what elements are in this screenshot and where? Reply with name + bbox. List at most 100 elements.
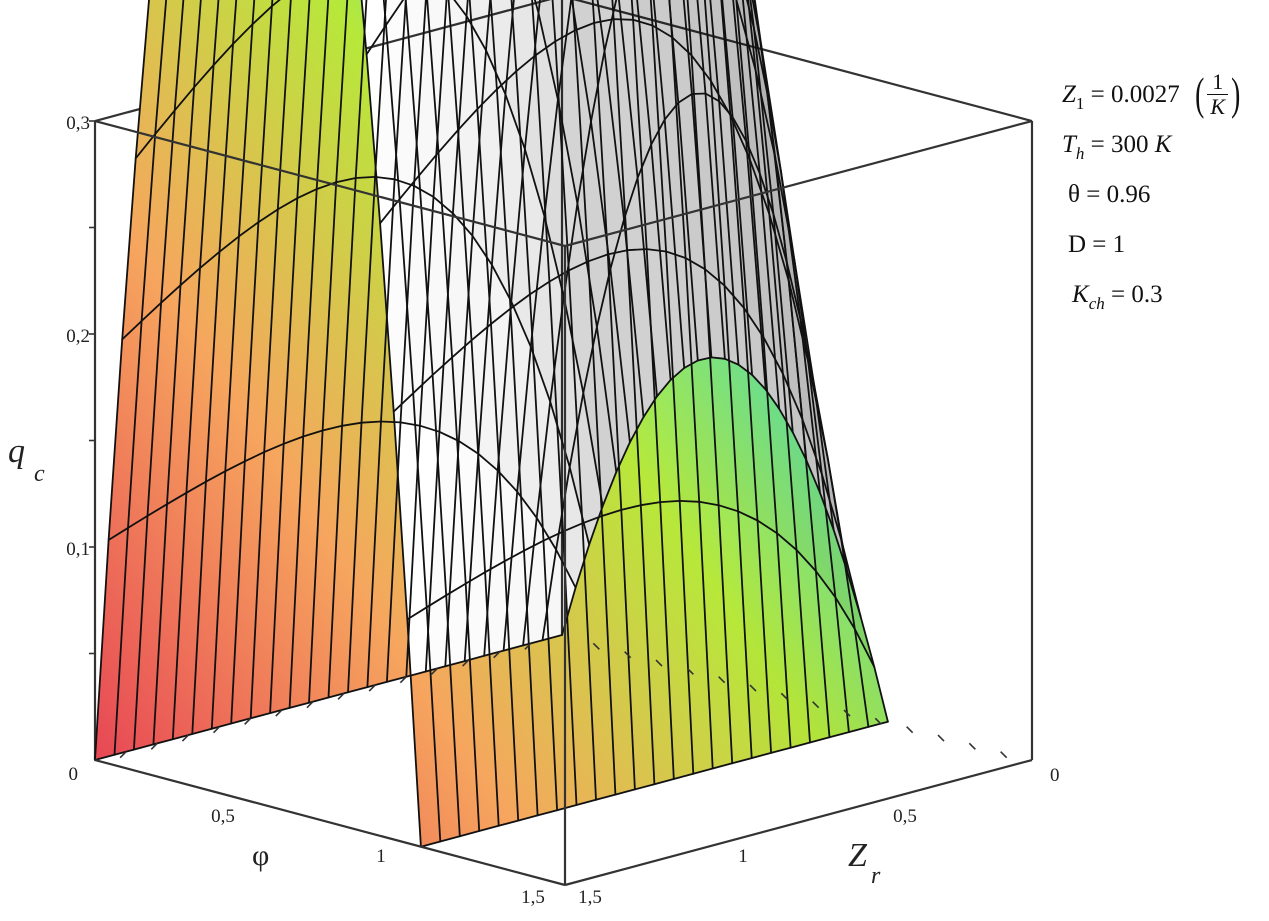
theta-text: θ = 0.96 <box>1068 181 1151 208</box>
x-tick-mark <box>718 676 726 684</box>
box-edge <box>572 0 1033 123</box>
box-edge <box>564 119 1033 248</box>
x-tick-mark <box>812 701 820 709</box>
x-tick-label: 0 <box>69 764 79 785</box>
kch-value: = 0.3 <box>1104 281 1163 308</box>
surface-shade <box>722 0 747 142</box>
y-tick-mark <box>244 717 252 725</box>
surface-shade <box>577 121 611 327</box>
surface-shade <box>466 0 491 51</box>
box-edge <box>94 119 566 248</box>
bounding-box-front <box>94 119 1033 887</box>
surface-shade <box>705 93 739 365</box>
kch-subscript: ch <box>1088 294 1105 313</box>
y-axis-symbol: Z <box>848 837 868 874</box>
z-axis-symbol: q <box>8 433 25 470</box>
surface-shade <box>746 141 780 409</box>
surface-shade <box>678 93 712 361</box>
right-paren: ) <box>1231 68 1241 120</box>
z1-subscript: 1 <box>1075 94 1085 113</box>
x-tick-mark <box>1000 751 1008 759</box>
y-axis-label: Z r <box>848 837 881 889</box>
box-edge <box>564 758 1033 887</box>
y-tick-mark <box>119 751 127 759</box>
z-axis-label: q c <box>8 433 45 487</box>
th-symbol: T <box>1062 131 1076 158</box>
left-paren: ( <box>1195 68 1205 120</box>
y-tick-mark <box>462 659 470 667</box>
y-tick-label: 0,5 <box>893 806 917 827</box>
y-tick-mark <box>337 692 345 700</box>
y-tick-mark <box>493 651 501 659</box>
y-tick-mark <box>399 676 407 684</box>
mesh-line-zr <box>113 0 442 843</box>
z1-symbol: Z <box>1062 81 1076 108</box>
surface-shade <box>478 264 512 471</box>
surface-shade <box>802 419 836 598</box>
y-tick-label: 0 <box>1050 765 1060 786</box>
y-axis-subscript: r <box>871 863 881 889</box>
surface-shade <box>618 0 652 178</box>
surface-shade <box>749 159 783 374</box>
fraction-denominator: K <box>1210 93 1226 119</box>
x-axis-label: φ <box>252 839 269 872</box>
surface-shade <box>538 0 572 100</box>
surface-shade <box>721 0 750 160</box>
x-tick-label: 0,5 <box>211 806 235 827</box>
y-tick-mark <box>150 742 158 750</box>
y-tick-label: 1,5 <box>578 887 602 908</box>
y-tick-mark <box>181 734 189 742</box>
param-th: Th = 300 K <box>1062 120 1267 170</box>
surface-shade <box>583 326 617 507</box>
surface-shade <box>786 262 820 493</box>
x-tick-mark <box>749 684 757 692</box>
th-value: = 300 <box>1084 131 1155 158</box>
surface-shade <box>704 0 731 116</box>
x-tick-mark <box>592 642 600 650</box>
x-tick-label: 1,5 <box>521 887 545 908</box>
x-tick-mark <box>655 659 663 667</box>
z-tick-label: 0,3 <box>66 113 90 134</box>
param-kch: Kch = 0.3 <box>1062 270 1267 320</box>
surface-shade <box>788 281 822 474</box>
y-tick-label: 1 <box>738 846 748 867</box>
y-tick-mark <box>306 701 314 709</box>
surface-shade <box>691 93 725 359</box>
x-tick-mark <box>843 709 851 717</box>
surface-shade <box>669 0 692 103</box>
surface-shade <box>497 301 531 492</box>
y-tick-mark <box>368 684 376 692</box>
th-unit: K <box>1154 131 1172 158</box>
z1-value: = 0.0027 <box>1084 81 1187 108</box>
z-tick-label: 0,1 <box>66 539 90 560</box>
surface-shade <box>651 119 685 380</box>
mesh-line-zr <box>94 0 422 848</box>
kch-symbol: K <box>1072 281 1089 308</box>
surface-shade <box>637 144 671 397</box>
fraction-numerator: 1 <box>1207 69 1229 95</box>
surface-shade <box>604 0 638 220</box>
surface-shade <box>563 203 597 393</box>
param-d: D = 1 <box>1062 220 1267 270</box>
surface-shade <box>687 0 711 82</box>
x-tick-mark <box>968 742 976 750</box>
x-tick-mark <box>937 734 945 742</box>
z1-unit: (1 K) <box>1192 68 1243 119</box>
y-tick-mark <box>430 667 439 675</box>
d-text: D = 1 <box>1068 231 1126 258</box>
axis-ticks <box>89 120 1008 759</box>
surface-shade <box>517 346 551 518</box>
th-subscript: h <box>1075 144 1085 163</box>
surface-shade <box>730 115 764 338</box>
y-tick-mark <box>524 642 532 650</box>
mesh-line-zr <box>483 0 811 744</box>
x-tick-label: 1 <box>376 846 386 867</box>
surface-shade <box>753 27 787 263</box>
x-tick-mark <box>906 726 914 734</box>
z-axis-subscript: c <box>34 461 45 487</box>
surface-shade <box>821 473 855 630</box>
surface-shade <box>710 0 733 118</box>
box-edge <box>94 758 566 887</box>
mesh-line-zr <box>541 92 870 728</box>
